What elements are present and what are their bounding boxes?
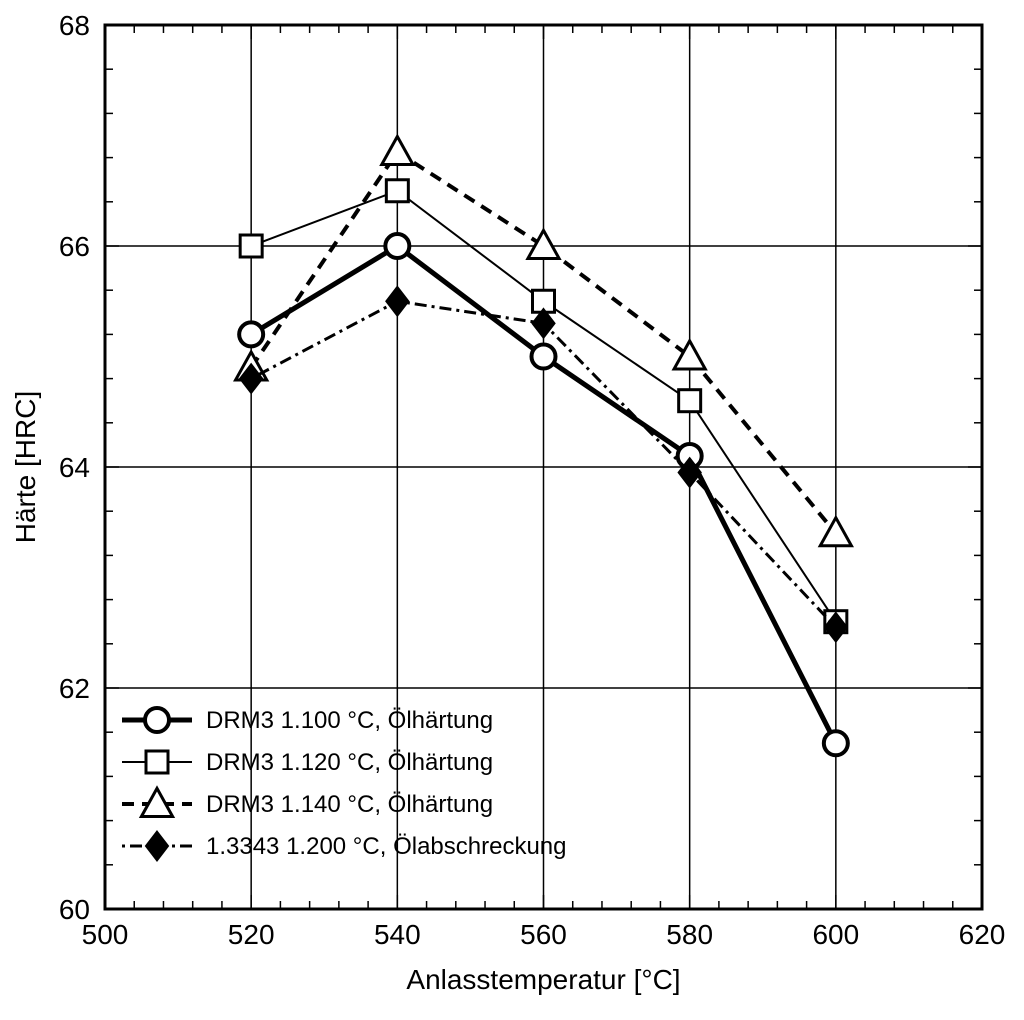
x-tick-label: 580	[666, 919, 713, 950]
x-tick-label: 560	[520, 919, 567, 950]
y-tick-label: 62	[59, 673, 90, 704]
legend-label: DRM3 1.100 °C, Ölhärtung	[206, 707, 493, 734]
legend-label: DRM3 1.120 °C, Ölhärtung	[206, 749, 493, 776]
y-tick-label: 60	[59, 894, 90, 925]
legend-label: DRM3 1.140 °C, Ölhärtung	[206, 791, 493, 818]
y-tick-label: 66	[59, 231, 90, 262]
y-tick-label: 64	[59, 452, 90, 483]
x-tick-label: 540	[374, 919, 421, 950]
y-axis-label: Härte [HRC]	[10, 391, 41, 543]
x-tick-label: 620	[959, 919, 1006, 950]
x-tick-label: 520	[228, 919, 275, 950]
chart-container: 5005205405605806006206062646668Anlasstem…	[0, 0, 1024, 1020]
y-tick-label: 68	[59, 10, 90, 41]
x-tick-label: 600	[812, 919, 859, 950]
x-axis-label: Anlasstemperatur [°C]	[406, 964, 680, 995]
line-chart: 5005205405605806006206062646668Anlasstem…	[0, 0, 1024, 1020]
legend-label: 1.3343 1.200 °C, Ölabschreckung	[206, 833, 567, 860]
